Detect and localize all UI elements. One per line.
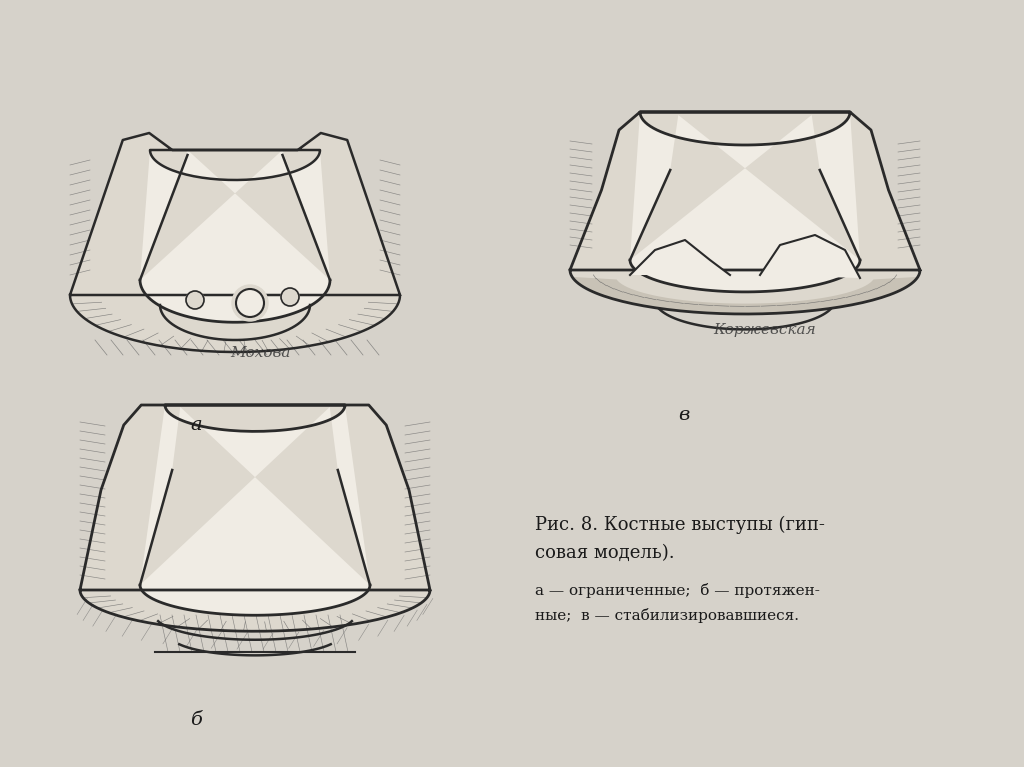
- Polygon shape: [760, 235, 860, 278]
- Polygon shape: [572, 277, 918, 314]
- Text: Мохова: Мохова: [229, 346, 290, 360]
- Circle shape: [281, 288, 299, 306]
- Polygon shape: [630, 240, 730, 275]
- Text: б: б: [190, 711, 202, 729]
- Text: а: а: [190, 416, 202, 434]
- Polygon shape: [70, 133, 400, 352]
- Polygon shape: [630, 112, 860, 292]
- Circle shape: [232, 285, 268, 321]
- Text: Коржевская: Коржевская: [714, 323, 816, 337]
- Polygon shape: [140, 405, 370, 615]
- Text: а — ограниченные;  б — протяжен-: а — ограниченные; б — протяжен-: [535, 583, 820, 598]
- Circle shape: [236, 289, 264, 317]
- Text: в: в: [678, 406, 689, 424]
- Polygon shape: [140, 150, 330, 322]
- Text: совая модель).: совая модель).: [535, 544, 675, 562]
- Text: Рис. 8. Костные выступы (гип-: Рис. 8. Костные выступы (гип-: [535, 515, 825, 534]
- Circle shape: [186, 291, 204, 309]
- Text: ные;  в — стабилизировавшиеся.: ные; в — стабилизировавшиеся.: [535, 608, 799, 623]
- Polygon shape: [570, 112, 920, 314]
- Polygon shape: [80, 405, 430, 631]
